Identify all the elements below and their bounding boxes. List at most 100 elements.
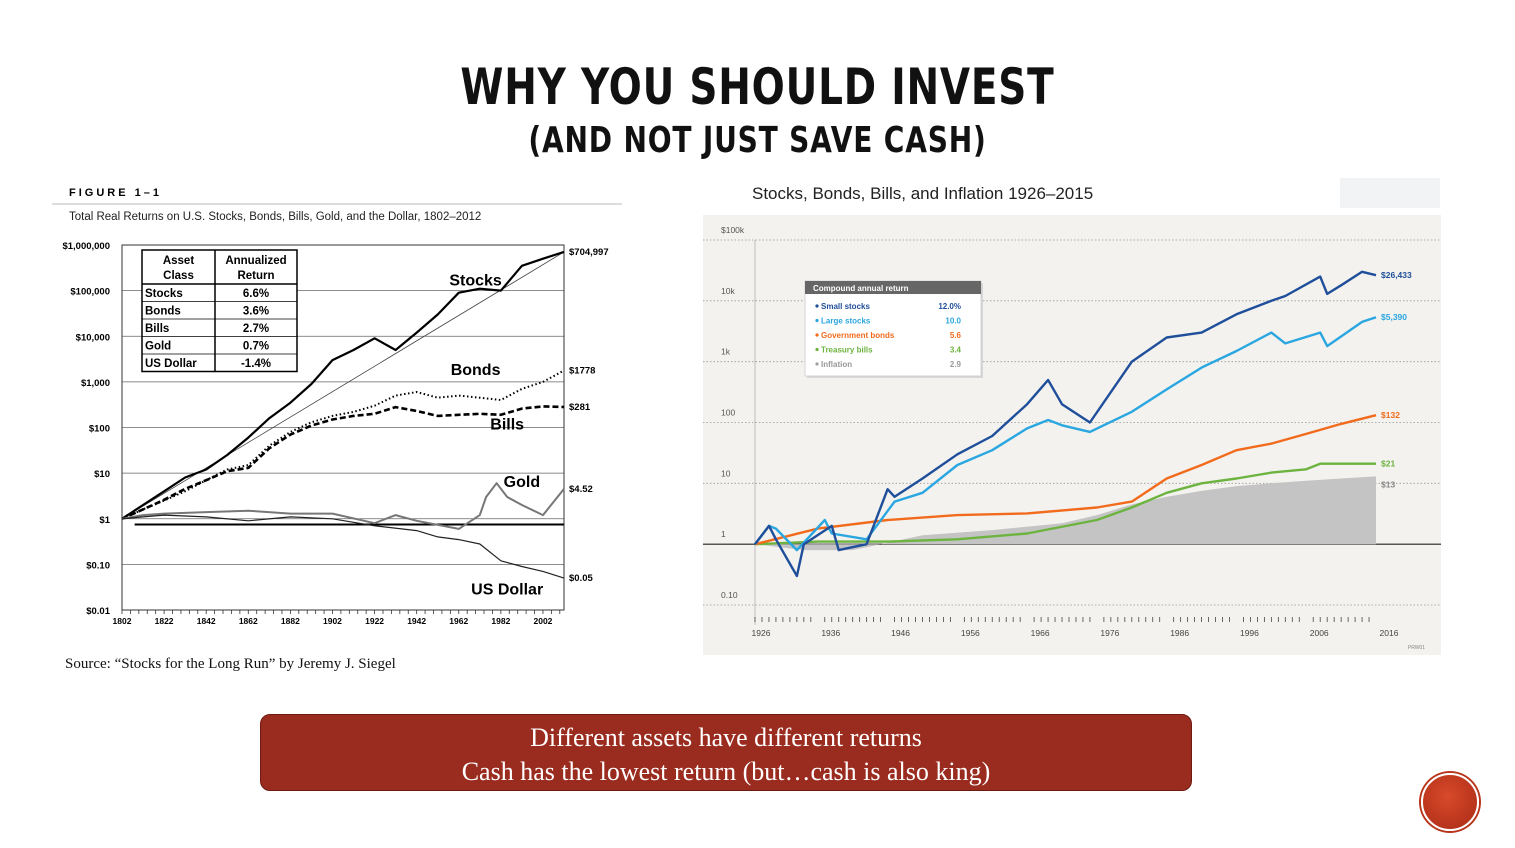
y-tick-label: $100: [89, 424, 110, 435]
series-area-inflation: [755, 476, 1376, 551]
series-line-government-bonds: [754, 414, 1377, 546]
legend-value-small-stocks: 12.0%: [938, 302, 961, 311]
legend-marker: [815, 304, 819, 308]
ibbotson-chart: 0.10 1 10 100 1k 10k $100k 1926 1936 1946 1956 1966…: [703, 215, 1441, 655]
x-tick-label: 1842: [197, 616, 216, 626]
x-tick-label: 1802: [113, 616, 132, 626]
table-header-return-2: Return: [237, 270, 274, 282]
x-tick-label: 1936: [821, 628, 840, 638]
x-tick-label: 1902: [323, 616, 342, 626]
x-tick-label: 1962: [449, 616, 468, 626]
series-line-treasury-bills: [754, 462, 1376, 546]
y-tick-label: 0.10: [721, 590, 738, 600]
series-end-label-bills: $281: [569, 402, 591, 413]
legend-label-government-bonds: Government bonds: [821, 331, 895, 340]
series-line-gold: [121, 482, 565, 530]
y-tick-label: $100k: [721, 225, 745, 235]
legend-marker: [815, 318, 819, 323]
table-header-asset-2: Class: [163, 270, 194, 282]
figure-label: FIGURE 1–1: [69, 187, 162, 199]
y-tick-label: $0.01: [86, 606, 110, 617]
returns-table: Asset Class Annualized Return Stocks 6.6% Bond…: [141, 249, 298, 373]
y-tick-label: $10,000: [76, 332, 110, 343]
table-cell-asset: Stocks: [145, 288, 183, 300]
publisher-logo: [1340, 178, 1440, 208]
x-tick-label: 1926: [752, 628, 771, 638]
chart-footnote: PRW01: [1408, 645, 1425, 651]
callout-line-1: Different assets have different returns: [530, 723, 922, 752]
series-name-us-dollar: US Dollar: [471, 581, 543, 598]
y-tick-label: 1k: [721, 347, 731, 357]
series-end-label-us-dollar: $0.05: [569, 573, 593, 584]
legend-value-government-bonds: 5.6: [950, 331, 962, 340]
legend-title: Compound annual return: [813, 284, 909, 293]
x-tick-label: 1862: [239, 616, 258, 626]
series-name-bonds: Bonds: [451, 362, 501, 379]
y-tick-label: $1,000,000: [62, 241, 110, 252]
table-cell-return: 0.7%: [243, 341, 269, 353]
x-tick-label: 1922: [365, 616, 384, 626]
table-header-asset: Asset: [163, 255, 194, 267]
y-tick-label: 1: [721, 529, 726, 539]
y-tick-label: $100,000: [70, 287, 110, 298]
series-end-label-stocks: $704,997: [569, 247, 609, 258]
callout-box: Different assets have different returns …: [260, 714, 1192, 791]
series-end-label-inflation: $13: [1381, 479, 1395, 489]
x-tick-label: 1946: [891, 628, 910, 638]
y-tick-label: $10: [94, 469, 110, 480]
series-name-stocks: Stocks: [449, 272, 502, 289]
x-tick-label: 1982: [491, 616, 510, 626]
legend-value-inflation: 2.9: [950, 360, 962, 369]
x-tick-label: 1942: [407, 616, 426, 626]
table-cell-return: 3.6%: [243, 306, 269, 318]
x-tick-label: 1986: [1170, 628, 1189, 638]
figure-title: Total Real Returns on U.S. Stocks, Bonds…: [69, 211, 481, 223]
table-cell-return: 2.7%: [243, 323, 269, 335]
legend-label-inflation: Inflation: [821, 360, 852, 369]
series-line-bills: [121, 405, 565, 520]
ibbotson-chart-title: Stocks, Bonds, Bills, and Inflation 1926…: [752, 184, 1094, 203]
legend-marker: [815, 362, 819, 366]
next-slide-button[interactable]: [1421, 773, 1479, 831]
y-tick-label: $1: [99, 515, 110, 526]
series-end-label-bonds: $1778: [569, 365, 595, 376]
table-frame: [141, 249, 298, 373]
table-header-return: Annualized: [225, 255, 286, 267]
x-tick-label: 2002: [533, 616, 552, 626]
legend-label-large-stocks: Large stocks: [821, 317, 871, 326]
legend-label-small-stocks: Small stocks: [821, 302, 870, 311]
table-cell-asset: Gold: [145, 341, 171, 353]
table-cell-asset: Bills: [145, 323, 169, 335]
y-tick-label: $1,000: [81, 378, 110, 389]
y-tick-label: 10k: [721, 286, 735, 296]
y-tick-label: $0.10: [86, 560, 110, 571]
y-tick-label: 10: [721, 468, 731, 478]
series-name-bills: Bills: [490, 417, 524, 434]
source-note: Source: “Stocks for the Long Run” by Jer…: [65, 656, 396, 672]
series-line-large-stocks: [754, 316, 1377, 552]
slide-title: WHY YOU SHOULD INVEST: [460, 58, 1055, 116]
series-end-label-gold: $4.52: [569, 484, 593, 495]
series-name-gold: Gold: [504, 474, 540, 491]
x-tick-label: 1996: [1240, 628, 1259, 638]
series-end-label-large-stocks: $5,390: [1381, 312, 1407, 322]
x-tick-label: 1966: [1031, 628, 1050, 638]
series-line-small-stocks: [754, 270, 1377, 578]
x-tick-label: 1882: [281, 616, 300, 626]
legend-value-large-stocks: 10.0: [945, 317, 961, 326]
series-line-us-dollar: [121, 514, 565, 579]
slide-subtitle: (AND NOT JUST SAVE CASH): [528, 120, 987, 161]
table-cell-asset: Bonds: [145, 306, 181, 318]
table-cell-return: 6.6%: [243, 288, 269, 300]
legend-value-treasury-bills: 3.4: [950, 346, 962, 355]
legend-header: [805, 281, 981, 294]
x-tick-label: 1822: [155, 616, 174, 626]
legend-marker: [815, 333, 819, 337]
legend-label-treasury-bills: Treasury bills: [821, 346, 873, 355]
series-end-label-government-bonds: $132: [1381, 410, 1400, 420]
series-end-label-treasury-bills: $21: [1381, 459, 1395, 469]
plot-frame: [121, 244, 565, 611]
legend-box: [804, 280, 982, 377]
series-line-stocks: [121, 250, 565, 520]
x-tick-label: 1956: [961, 628, 980, 638]
